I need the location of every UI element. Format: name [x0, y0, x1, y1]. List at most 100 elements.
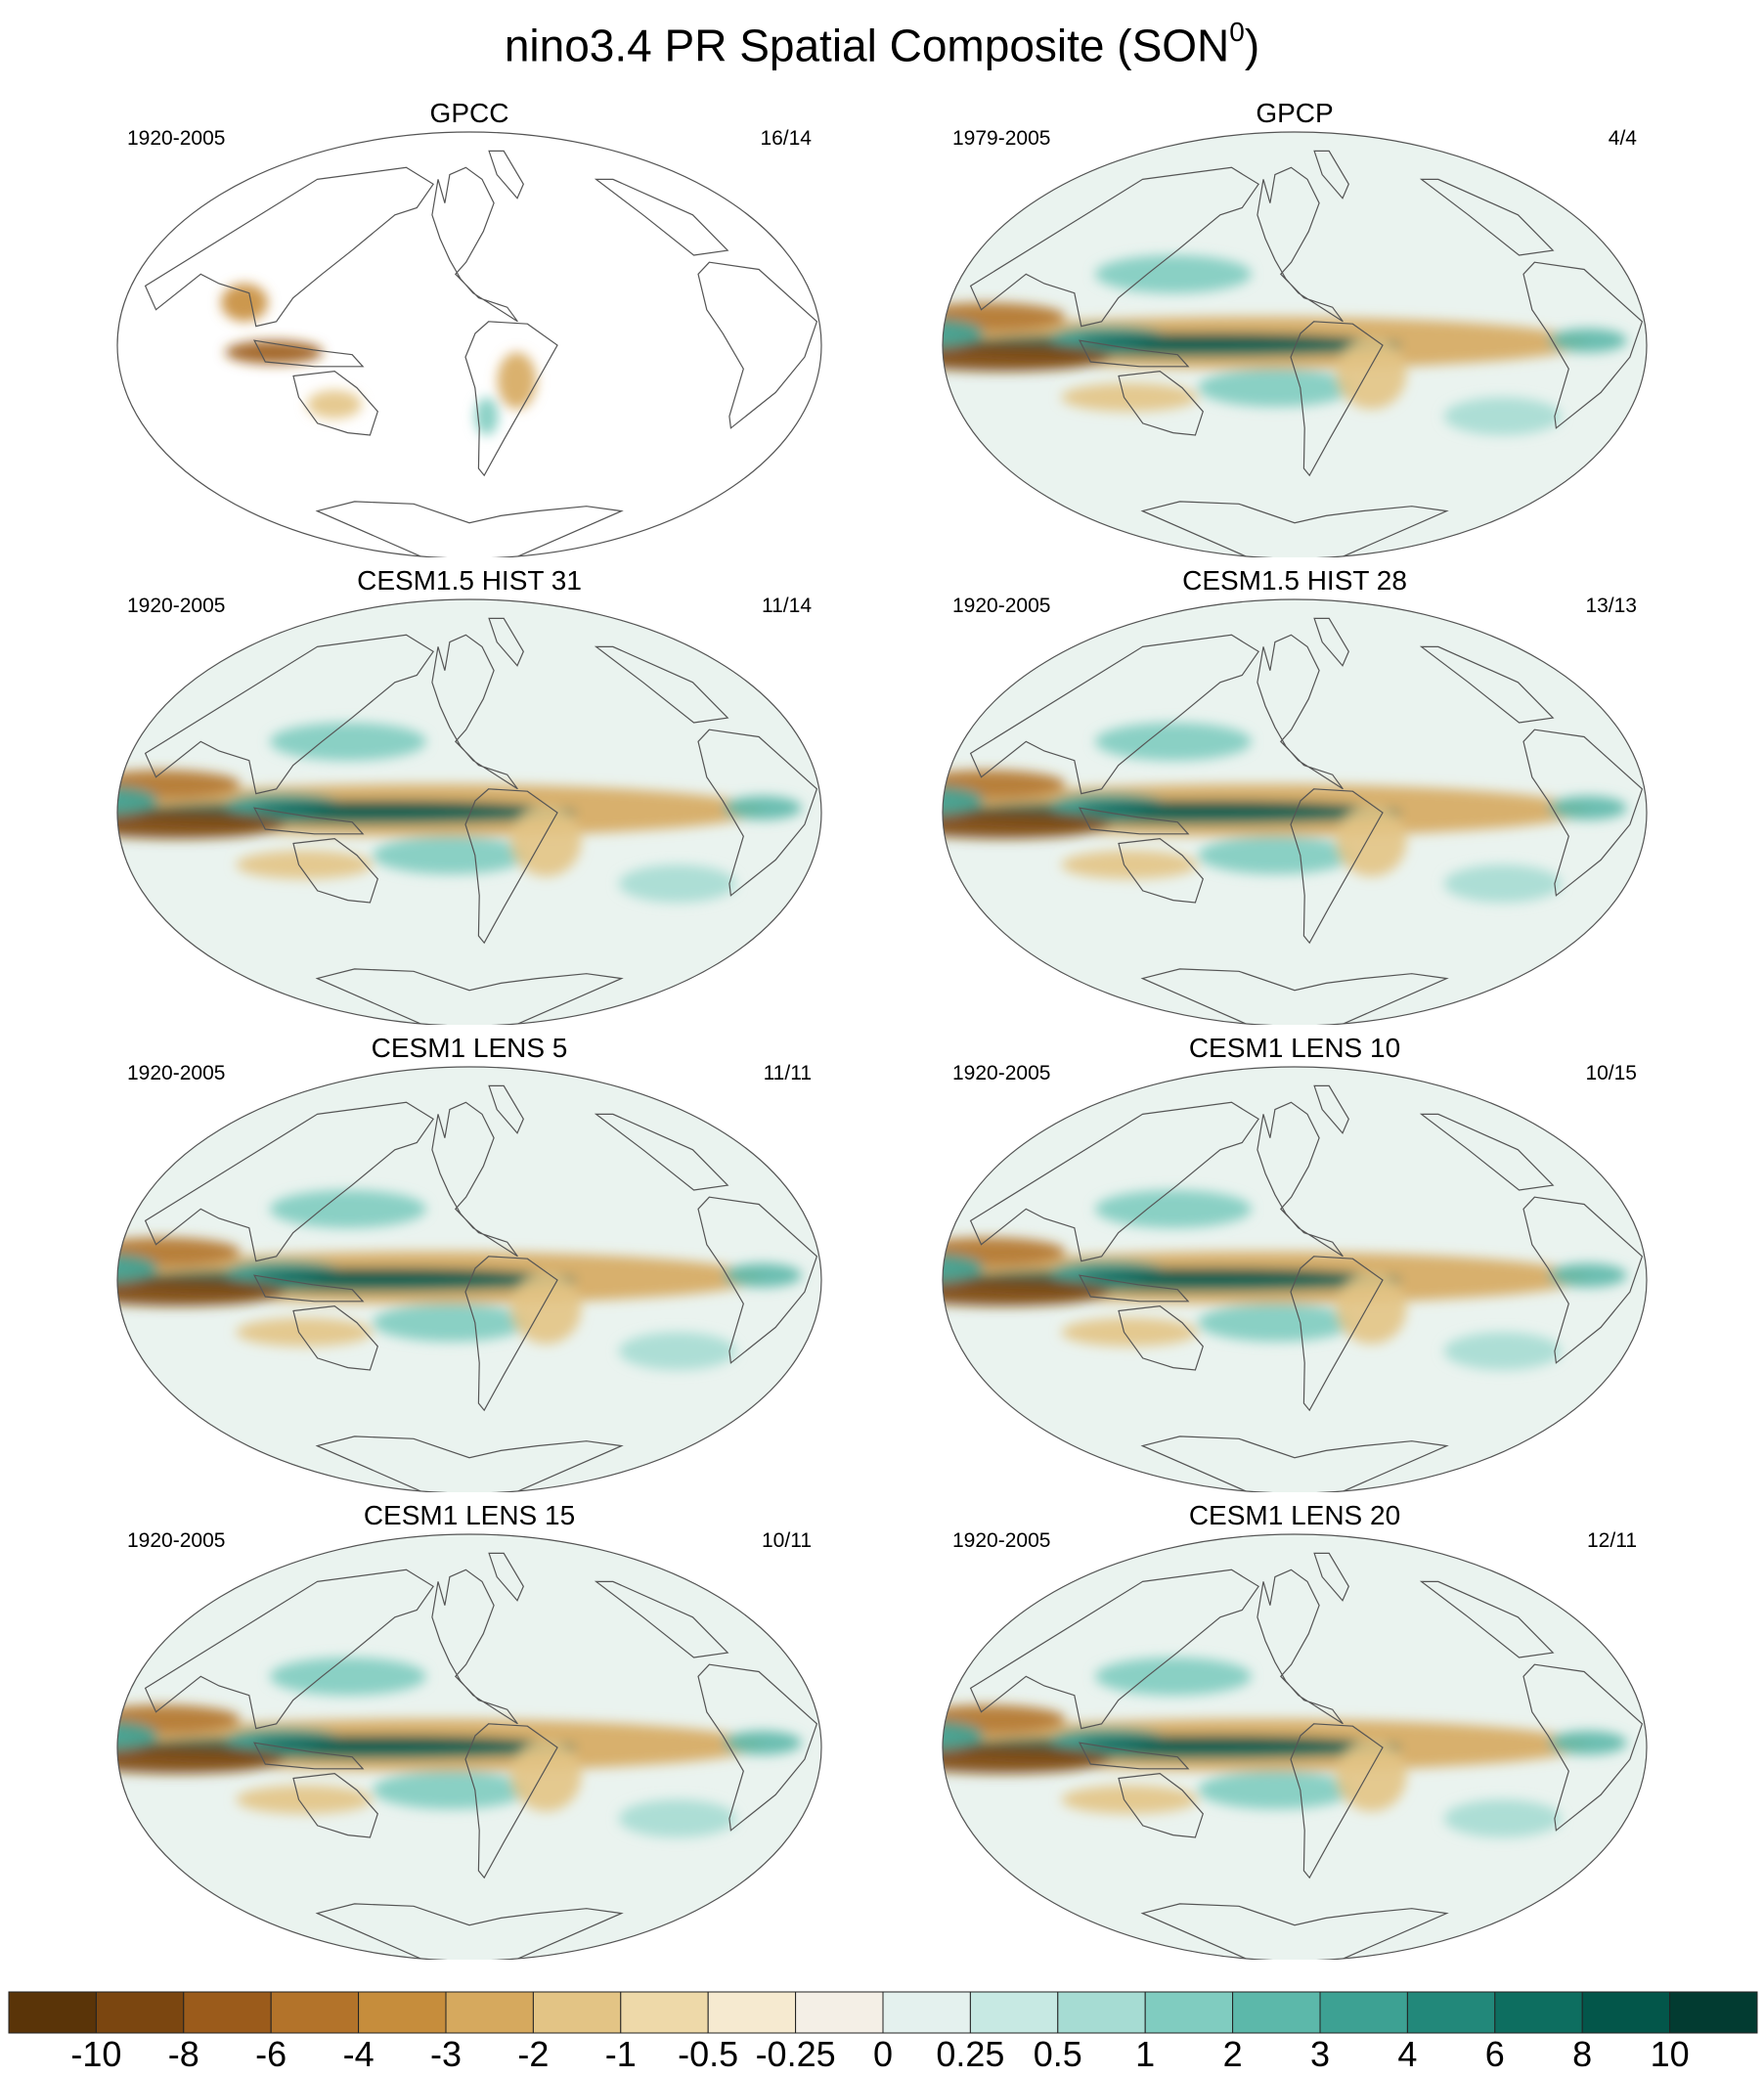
coastline-australia — [1118, 1304, 1204, 1371]
map-panel: CESM1 LENS 10 1920-2005 10/15 — [923, 1033, 1666, 1492]
coastline-samerica — [1290, 1723, 1384, 1879]
colorbar-tick-label: -2 — [517, 2034, 550, 2074]
coastline-europe — [1419, 645, 1555, 724]
coastline-antarctica — [1140, 501, 1449, 557]
panel-title: GPCP — [1256, 98, 1334, 128]
coastline-namerica — [431, 634, 518, 790]
coastline-samerica — [464, 1256, 558, 1412]
panel-period: 1920-2005 — [952, 595, 1051, 617]
colorbar-swatch — [1669, 1991, 1758, 2034]
figure-title-close: ) — [1244, 20, 1260, 71]
colorbar-swatch — [1144, 1991, 1234, 2034]
colorbar-tick-label: 0 — [872, 2034, 894, 2074]
coastline-asia — [144, 166, 434, 328]
coastline-antarctica — [315, 968, 624, 1025]
colorbar-swatch — [445, 1991, 534, 2034]
coastline-africa — [1522, 729, 1644, 897]
coastline-asia — [969, 634, 1259, 795]
colorbar-swatch — [358, 1991, 447, 2034]
coastline-indonesia — [253, 1742, 365, 1770]
colorbar-swatch — [1232, 1991, 1321, 2034]
figure-title-text: nino3.4 PR Spatial Composite (SON — [504, 20, 1230, 71]
colorbar-tick-label: 10 — [1650, 2034, 1690, 2074]
coastline-europe — [594, 645, 729, 724]
map-panel: CESM1 LENS 15 1920-2005 10/11 — [98, 1500, 841, 1960]
map-projection — [116, 1066, 822, 1492]
colorbar-tick-label: 0.25 — [936, 2034, 1005, 2074]
coastline-samerica — [464, 1723, 558, 1879]
colorbar-tick-label: -1 — [604, 2034, 637, 2074]
coastline-europe — [594, 178, 729, 256]
colorbar-swatch — [795, 1991, 884, 2034]
coastline-namerica — [1257, 1569, 1344, 1725]
coastline-greenland — [1313, 1084, 1349, 1134]
map-panel: CESM1 LENS 20 1920-2005 12/11 — [923, 1500, 1666, 1960]
precip-anomaly-field — [117, 1657, 802, 1838]
coastline-europe — [1419, 1580, 1555, 1658]
coastline-indonesia — [1079, 339, 1190, 368]
panel-title: GPCC — [429, 98, 509, 128]
panel-period: 1979-2005 — [952, 127, 1051, 150]
colorbar-swatch — [969, 1991, 1059, 2034]
colorbar-tick-label: -8 — [167, 2034, 199, 2074]
precip-anomaly-field — [943, 254, 1627, 436]
colorbar-swatch — [882, 1991, 971, 2034]
map-projection — [942, 131, 1648, 557]
map-panel: CESM1.5 HIST 28 1920-2005 13/13 — [923, 565, 1666, 1025]
coastlines — [144, 1552, 818, 1960]
map-projection — [116, 1533, 822, 1960]
coastline-africa — [1522, 261, 1644, 429]
coastline-samerica — [1290, 1256, 1384, 1412]
panel-count: 10/11 — [762, 1529, 812, 1552]
panel-period: 1920-2005 — [127, 595, 226, 617]
coastline-greenland — [1313, 1552, 1349, 1602]
panel-period: 1920-2005 — [127, 1529, 226, 1552]
colorbar-tick-label: 2 — [1222, 2034, 1243, 2074]
precip-anomaly-field — [943, 1657, 1627, 1838]
figure-title: nino3.4 PR Spatial Composite (SON0) — [0, 6, 1764, 75]
coastline-europe — [594, 1580, 729, 1658]
colorbar-swatch — [532, 1991, 622, 2034]
colorbar-swatch — [620, 1991, 709, 2034]
figure-title-superscript: 0 — [1229, 17, 1245, 47]
colorbar-swatch — [1494, 1991, 1583, 2034]
panel-title: CESM1.5 HIST 28 — [1182, 565, 1407, 596]
coastline-australia — [292, 1304, 378, 1371]
coastline-indonesia — [253, 1274, 365, 1303]
panel-title: CESM1 LENS 5 — [371, 1033, 568, 1063]
map-panel: CESM1 LENS 5 1920-2005 11/11 — [98, 1033, 841, 1492]
coastline-indonesia — [1079, 1274, 1190, 1303]
coastlines — [144, 1084, 818, 1492]
coastline-europe — [1419, 1113, 1555, 1191]
panel-period: 1920-2005 — [952, 1529, 1051, 1552]
panel-count: 4/4 — [1608, 127, 1637, 150]
colorbar-swatch — [1581, 1991, 1671, 2034]
coastline-namerica — [1257, 166, 1344, 323]
coastlines — [969, 1552, 1644, 1960]
coastline-indonesia — [253, 339, 365, 368]
coastline-antarctica — [315, 1903, 624, 1960]
coastline-namerica — [1257, 634, 1344, 790]
precip-anomaly-field — [220, 284, 537, 436]
colorbar-swatch — [95, 1991, 185, 2034]
coastline-australia — [292, 1772, 378, 1838]
coastline-indonesia — [253, 807, 365, 835]
coastline-australia — [292, 837, 378, 904]
coastline-greenland — [488, 150, 524, 199]
coastline-africa — [697, 1196, 818, 1364]
coastline-asia — [969, 166, 1259, 328]
colorbar-tick-label: 4 — [1397, 2034, 1418, 2074]
colorbar-swatch — [1057, 1991, 1146, 2034]
colorbar-tick-label: 8 — [1572, 2034, 1593, 2074]
coastline-indonesia — [1079, 807, 1190, 835]
coastline-namerica — [431, 166, 518, 323]
colorbar-tick-label: 6 — [1484, 2034, 1505, 2074]
panel-title: CESM1 LENS 15 — [363, 1500, 576, 1530]
coastline-asia — [144, 1569, 434, 1730]
colorbar-swatch — [1319, 1991, 1408, 2034]
coastline-greenland — [1313, 617, 1349, 667]
coastline-africa — [1522, 1663, 1644, 1832]
coastline-namerica — [431, 1101, 518, 1258]
colorbar-tick-label: -6 — [255, 2034, 287, 2074]
coastline-australia — [1118, 370, 1204, 436]
